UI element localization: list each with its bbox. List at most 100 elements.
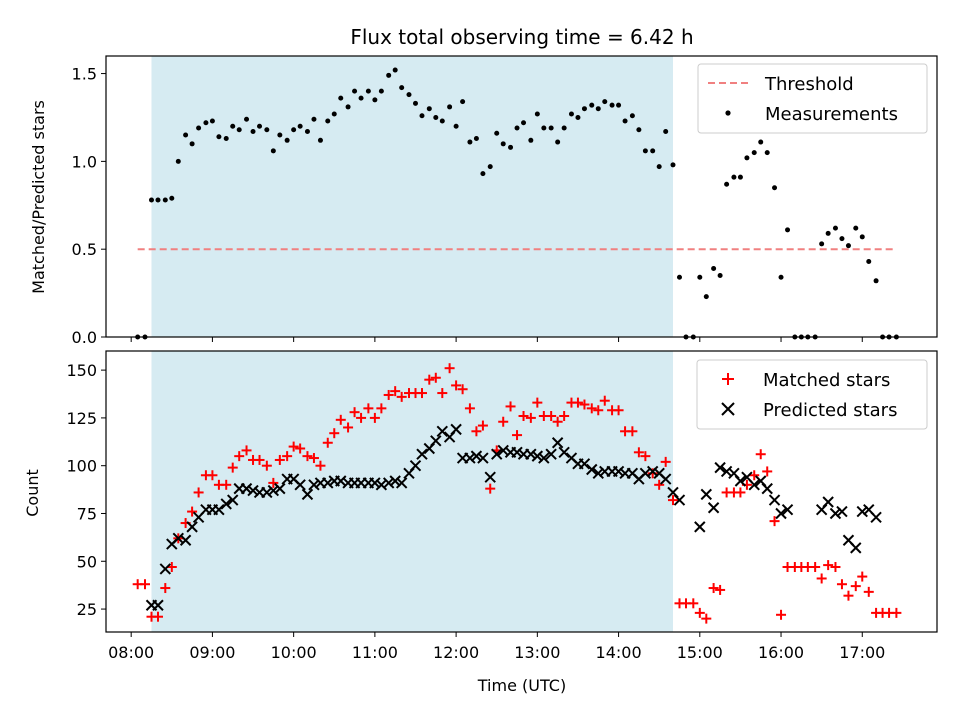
predicted-stars-point (395, 477, 408, 489)
measurement-point (568, 111, 574, 117)
measurement-point (772, 185, 778, 191)
count-series-matched-stars (132, 363, 902, 624)
measurement-point (467, 139, 473, 145)
measurement-point (724, 181, 730, 187)
predicted-stars-point (491, 448, 503, 460)
measurement-point (412, 100, 418, 106)
measurement-point (534, 111, 540, 117)
count-x-tick-label: 10:00 (271, 643, 317, 662)
matched-stars-point (227, 462, 238, 473)
matched-stars-point (850, 581, 861, 592)
predicted-stars-point (829, 507, 842, 520)
predicted-stars-point (781, 503, 794, 516)
matched-stars-point (282, 451, 293, 462)
threshold-legend-label: Threshold (764, 74, 854, 95)
matched-stars-point (816, 573, 827, 584)
predicted-stars-point (551, 437, 564, 449)
matched-stars-point (152, 611, 163, 622)
measurement-point (514, 125, 520, 131)
predicted-stars-point (470, 450, 483, 462)
count-y-tick-label: 75 (77, 504, 97, 523)
measurement-point (676, 274, 682, 280)
predicted-stars-point (558, 446, 570, 459)
predicted-stars-point (586, 463, 598, 476)
measurement-point (148, 197, 154, 203)
count-observing-span (151, 351, 673, 632)
measurement-point (616, 102, 622, 108)
count-series-predicted-stars (145, 423, 882, 611)
measurement-point (155, 197, 161, 203)
matched-stars-point (485, 483, 496, 494)
measurement-point (460, 99, 466, 105)
predicted-stars-point (836, 505, 848, 518)
measurement-point (345, 104, 351, 110)
measurement-point (778, 274, 784, 280)
measurement-point (670, 162, 676, 168)
matched-stars-point (701, 613, 712, 624)
measurement-point (453, 123, 459, 129)
ratio-observing-span (151, 56, 673, 337)
measurement-point (839, 236, 845, 242)
measurement-point (866, 258, 872, 264)
matched-stars-point (694, 607, 705, 618)
matched-stars-point (505, 401, 516, 412)
matched-stars-point (396, 391, 407, 402)
measurement-point (873, 278, 879, 284)
measurement-point (196, 125, 202, 131)
matched-stars-point (546, 410, 557, 421)
measurement-point (697, 274, 703, 280)
measurement-point (825, 230, 831, 236)
measurement-point (338, 95, 344, 101)
measurement-point (439, 118, 445, 124)
count-axes-frame (105, 350, 938, 633)
count-y-tick-label: 25 (77, 600, 97, 619)
matched-stars-point (863, 586, 874, 597)
predicted-stars-point (659, 473, 672, 485)
measurement-point (703, 294, 709, 300)
measurement-point (352, 88, 358, 94)
measurement-point (250, 129, 256, 135)
measurement-point (764, 150, 770, 156)
count-y-axis-label: Count (23, 469, 42, 517)
predicted-stars-point (850, 542, 862, 554)
matched-stars-point (667, 495, 678, 506)
measurement-point (751, 150, 757, 156)
predicted-stars-point (714, 461, 726, 474)
matched-stars-point (471, 426, 482, 437)
measurement-point (845, 243, 851, 249)
predicted-stars-point (274, 482, 286, 495)
matched-stars-point (654, 479, 665, 490)
measurement-point (304, 129, 310, 135)
matched-stars-point (464, 403, 475, 414)
predicted-stars-point (152, 599, 164, 611)
matched-stars-point (749, 470, 760, 481)
figure-title: Flux total observing time = 6.42 h (350, 25, 693, 49)
predicted-stars-point (220, 498, 232, 510)
matched-stars-point (295, 443, 306, 454)
measurement-point (230, 123, 236, 129)
measurement-point (555, 139, 561, 145)
measurement-point (447, 104, 453, 110)
ratio-y-tick-label: 1.5 (72, 65, 97, 84)
measurement-point (378, 88, 384, 94)
predicted-stars-point (369, 477, 381, 489)
measurement-point (711, 266, 717, 272)
matched-stars-point (715, 584, 726, 595)
matched-stars-point (613, 405, 624, 416)
predicted-stars-point (450, 423, 462, 436)
measurement-point (744, 155, 750, 161)
ratio-panel: 0.0 0.5 1.0 1.5 (72, 55, 938, 347)
predicted-stars-point (538, 452, 550, 464)
matched-stars-point (376, 403, 387, 414)
measurement-point (642, 148, 648, 154)
matched-stars-point (647, 468, 658, 479)
matched-stars-point (383, 389, 394, 400)
predicted-stars-point (416, 448, 428, 460)
measurement-point (209, 118, 215, 124)
measurement-point (575, 114, 581, 120)
matched-stars-point (477, 420, 488, 431)
matched-stars-point (221, 479, 232, 490)
ratio-legend: Threshold Measurements (697, 63, 928, 134)
predicted-stars-point (775, 507, 787, 520)
predicted-stars-point (179, 534, 192, 546)
